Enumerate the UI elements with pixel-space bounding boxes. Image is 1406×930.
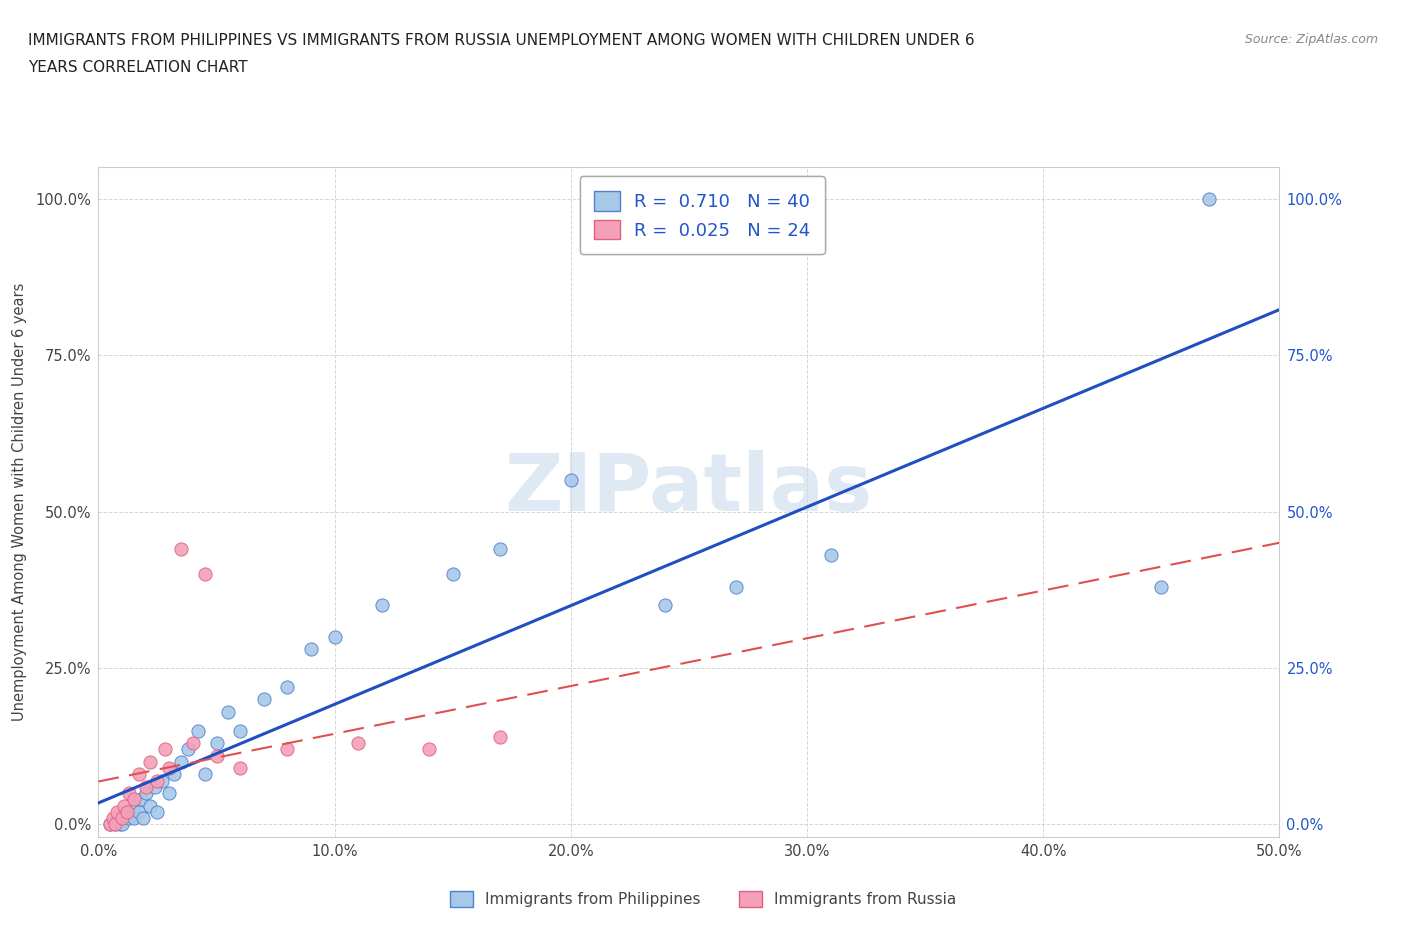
Text: IMMIGRANTS FROM PHILIPPINES VS IMMIGRANTS FROM RUSSIA UNEMPLOYMENT AMONG WOMEN W: IMMIGRANTS FROM PHILIPPINES VS IMMIGRANT… (28, 33, 974, 47)
Point (1150, 579, 1173, 594)
Point (560, 472, 582, 487)
Point (187, 724, 209, 738)
Point (157, 786, 180, 801)
Point (253, 692, 276, 707)
Point (111, 817, 134, 832)
Point (112, 798, 135, 813)
Point (104, 817, 127, 832)
Point (157, 761, 180, 776)
Text: Source: ZipAtlas.com: Source: ZipAtlas.com (1244, 33, 1378, 46)
Point (111, 811, 134, 826)
Point (135, 786, 157, 801)
Point (441, 566, 464, 581)
Point (129, 792, 152, 807)
Point (181, 736, 204, 751)
Point (205, 749, 228, 764)
Point (170, 541, 193, 556)
Point (122, 792, 145, 807)
Point (122, 811, 145, 826)
Point (489, 729, 512, 744)
Point (118, 786, 141, 801)
Point (347, 736, 370, 751)
Point (229, 724, 252, 738)
Point (205, 736, 228, 751)
Point (820, 548, 842, 563)
Point (654, 598, 676, 613)
Point (115, 804, 138, 819)
Point (139, 798, 162, 813)
Point (105, 804, 128, 819)
Point (323, 630, 346, 644)
Point (276, 680, 298, 695)
Point (725, 579, 748, 594)
Point (128, 804, 150, 819)
Point (229, 761, 252, 776)
Point (146, 804, 169, 819)
Y-axis label: Unemployment Among Women with Children Under 6 years: Unemployment Among Women with Children U… (13, 283, 27, 722)
Point (194, 566, 217, 581)
Point (128, 767, 150, 782)
Point (115, 804, 138, 819)
Point (101, 811, 124, 826)
Point (105, 811, 128, 826)
Point (177, 742, 200, 757)
Point (111, 811, 134, 826)
Text: ZIPatlas: ZIPatlas (505, 450, 873, 528)
Point (163, 767, 186, 782)
Point (418, 742, 440, 757)
Point (122, 798, 145, 813)
Point (299, 642, 322, 657)
Point (194, 767, 217, 782)
Point (104, 817, 127, 832)
Text: YEARS CORRELATION CHART: YEARS CORRELATION CHART (28, 60, 247, 75)
Point (143, 779, 166, 794)
Point (1198, 192, 1220, 206)
Point (132, 811, 155, 826)
Point (371, 598, 394, 613)
Point (489, 541, 512, 556)
Point (118, 811, 141, 826)
Point (153, 742, 176, 757)
Point (139, 754, 162, 769)
Point (108, 817, 131, 832)
Point (217, 704, 239, 719)
Legend: Immigrants from Philippines, Immigrants from Russia: Immigrants from Philippines, Immigrants … (444, 884, 962, 913)
Point (135, 779, 157, 794)
Point (146, 773, 169, 788)
Point (98, 817, 121, 832)
Point (98, 817, 121, 832)
Point (276, 742, 298, 757)
Legend: R =  0.710   N = 40, R =  0.025   N = 24: R = 0.710 N = 40, R = 0.025 N = 24 (579, 177, 825, 254)
Point (170, 754, 193, 769)
Point (150, 773, 173, 788)
